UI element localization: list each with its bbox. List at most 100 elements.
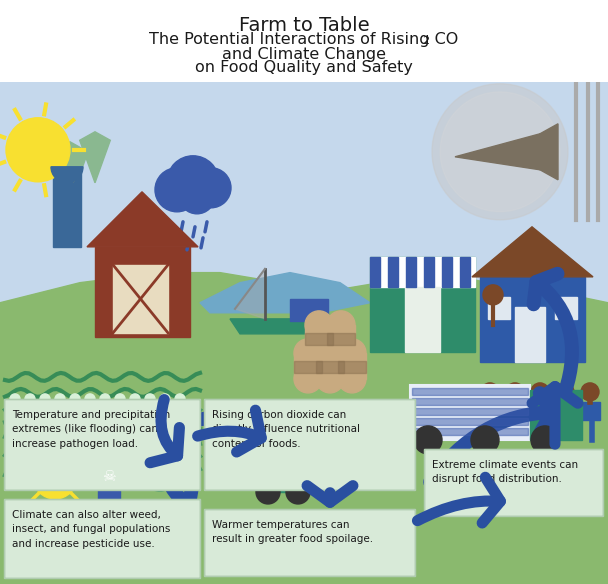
FancyBboxPatch shape [205,399,415,491]
Bar [305,325,333,351]
Bar [406,257,416,287]
FancyBboxPatch shape [424,450,603,516]
Bar [335,440,367,468]
Circle shape [85,394,95,404]
Circle shape [85,460,95,470]
Circle shape [130,416,140,426]
Circle shape [167,156,219,208]
Bar [101,445,116,455]
Bar [370,257,475,287]
Circle shape [440,92,560,211]
Polygon shape [200,273,370,313]
Circle shape [305,337,333,365]
Circle shape [327,337,355,365]
Circle shape [294,365,322,393]
Circle shape [130,460,140,470]
Bar [412,428,528,435]
Polygon shape [0,273,608,584]
Bar [460,257,470,287]
Polygon shape [230,319,340,334]
Text: Warmer temperatures can
result in greater food spoilage.: Warmer temperatures can result in greate… [212,520,373,544]
Circle shape [316,339,344,367]
Circle shape [115,394,125,404]
Circle shape [55,394,65,404]
Bar [480,402,600,420]
Circle shape [40,460,50,470]
Circle shape [432,84,568,220]
Circle shape [145,416,155,426]
Bar [373,407,405,435]
Bar [442,257,452,287]
Bar [424,257,434,287]
Circle shape [130,394,140,404]
Circle shape [160,460,170,470]
Bar [412,408,528,415]
Circle shape [316,365,344,393]
Circle shape [10,460,20,470]
Bar [412,418,528,425]
Text: Temperature and precipitation
extremes (like flooding) can
increase pathogen loa: Temperature and precipitation extremes (… [12,410,170,449]
Circle shape [40,416,50,426]
Circle shape [25,438,35,448]
FancyBboxPatch shape [5,399,201,491]
Circle shape [414,426,442,454]
Bar [373,440,405,468]
Circle shape [581,383,599,401]
Circle shape [40,438,50,448]
Circle shape [338,365,366,393]
Circle shape [10,394,20,404]
Bar [290,299,328,321]
Bar [327,333,355,345]
Circle shape [305,311,333,339]
Text: and Climate Change: and Climate Change [222,47,386,62]
Circle shape [483,285,503,305]
Circle shape [160,416,170,426]
Circle shape [531,426,559,454]
Circle shape [145,438,155,448]
Polygon shape [455,134,540,170]
Text: The Potential Interactions of Rising CO: The Potential Interactions of Rising CO [150,32,458,47]
Bar [555,297,577,319]
Circle shape [115,416,125,426]
Circle shape [179,178,215,214]
Circle shape [40,394,50,404]
Circle shape [70,394,80,404]
Bar [410,385,530,440]
Circle shape [481,383,499,401]
Circle shape [55,438,65,448]
Polygon shape [540,124,558,180]
Circle shape [145,460,155,470]
Circle shape [115,460,125,470]
Wedge shape [51,167,83,183]
Bar [316,353,344,379]
Circle shape [100,394,110,404]
Bar [330,402,410,472]
Circle shape [6,118,70,182]
Circle shape [100,460,110,470]
Circle shape [115,438,125,448]
Bar [98,452,120,500]
Bar [294,353,322,379]
Circle shape [55,460,65,470]
Bar [370,257,475,352]
Circle shape [140,471,156,487]
Circle shape [175,460,185,470]
Circle shape [130,438,140,448]
Polygon shape [52,142,88,202]
Text: on Food Quality and Safety: on Food Quality and Safety [195,60,413,75]
Circle shape [191,168,231,208]
Circle shape [85,416,95,426]
Bar [388,257,398,287]
Bar [370,257,380,287]
Bar [488,297,510,319]
Bar [0,82,608,373]
Circle shape [55,416,65,426]
Circle shape [100,438,110,448]
Circle shape [33,455,77,499]
Bar [338,361,366,373]
Circle shape [145,394,155,404]
Bar [258,457,308,492]
Circle shape [286,480,310,504]
Circle shape [556,383,574,401]
FancyBboxPatch shape [5,499,201,578]
